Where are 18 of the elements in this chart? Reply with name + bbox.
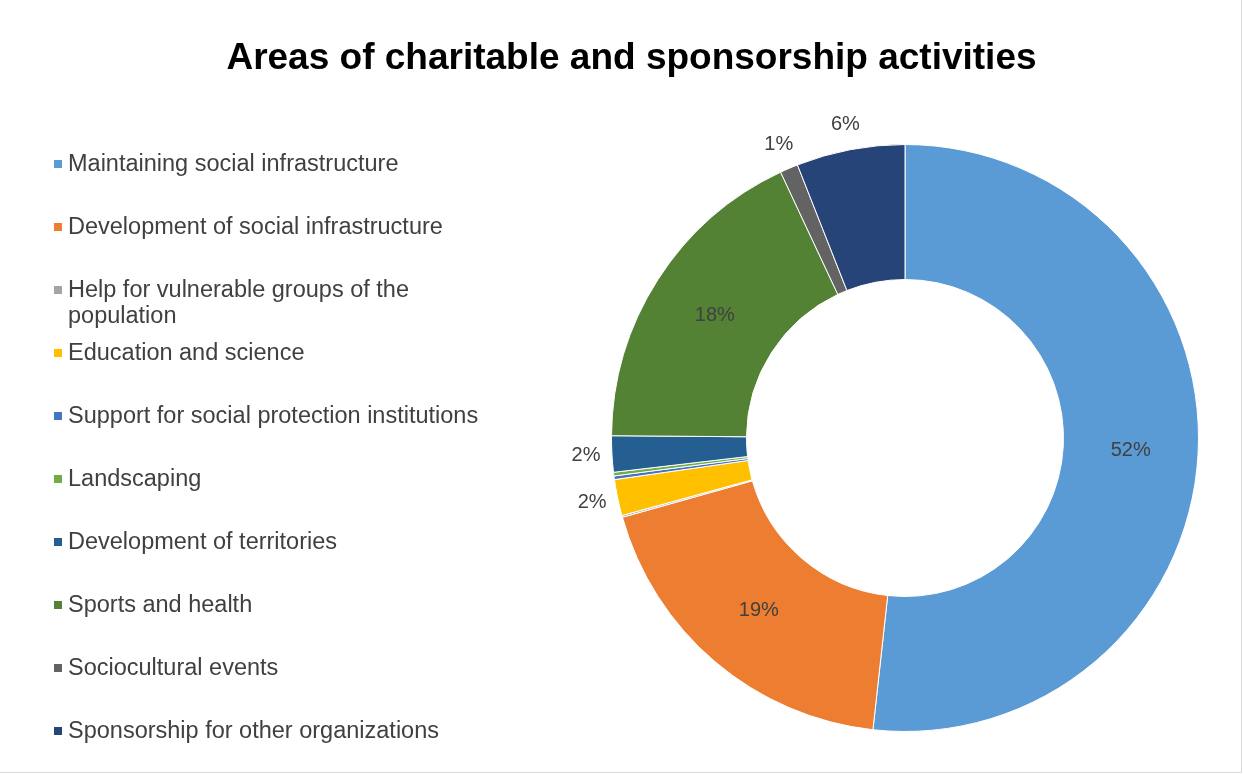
legend-label: Education and science (68, 339, 306, 365)
legend-label: Maintaining social infrastructure (68, 150, 400, 176)
legend-label: Sponsorship for other organizations (68, 717, 440, 743)
data-label: 2% (571, 442, 601, 465)
data-label: 52% (1110, 437, 1151, 460)
legend-label: Sociocultural events (68, 654, 280, 680)
chart-title: Areas of charitable and sponsorship activities (225, 36, 1038, 78)
legend-label: Sports and health (68, 591, 254, 617)
legend-label: Development of territories (68, 528, 339, 554)
data-label: 2% (577, 490, 607, 513)
legend-label: Development of social infrastructure (68, 213, 444, 239)
legend-label: Support for social protection institutions (68, 402, 480, 428)
legend-label: Help for vulnerable groups of the population (68, 276, 410, 328)
data-label: 19% (738, 597, 780, 620)
data-label: 6% (830, 111, 861, 134)
data-label: 18% (694, 303, 736, 326)
legend-label: Landscaping (68, 465, 203, 491)
data-label: 1% (764, 132, 794, 155)
